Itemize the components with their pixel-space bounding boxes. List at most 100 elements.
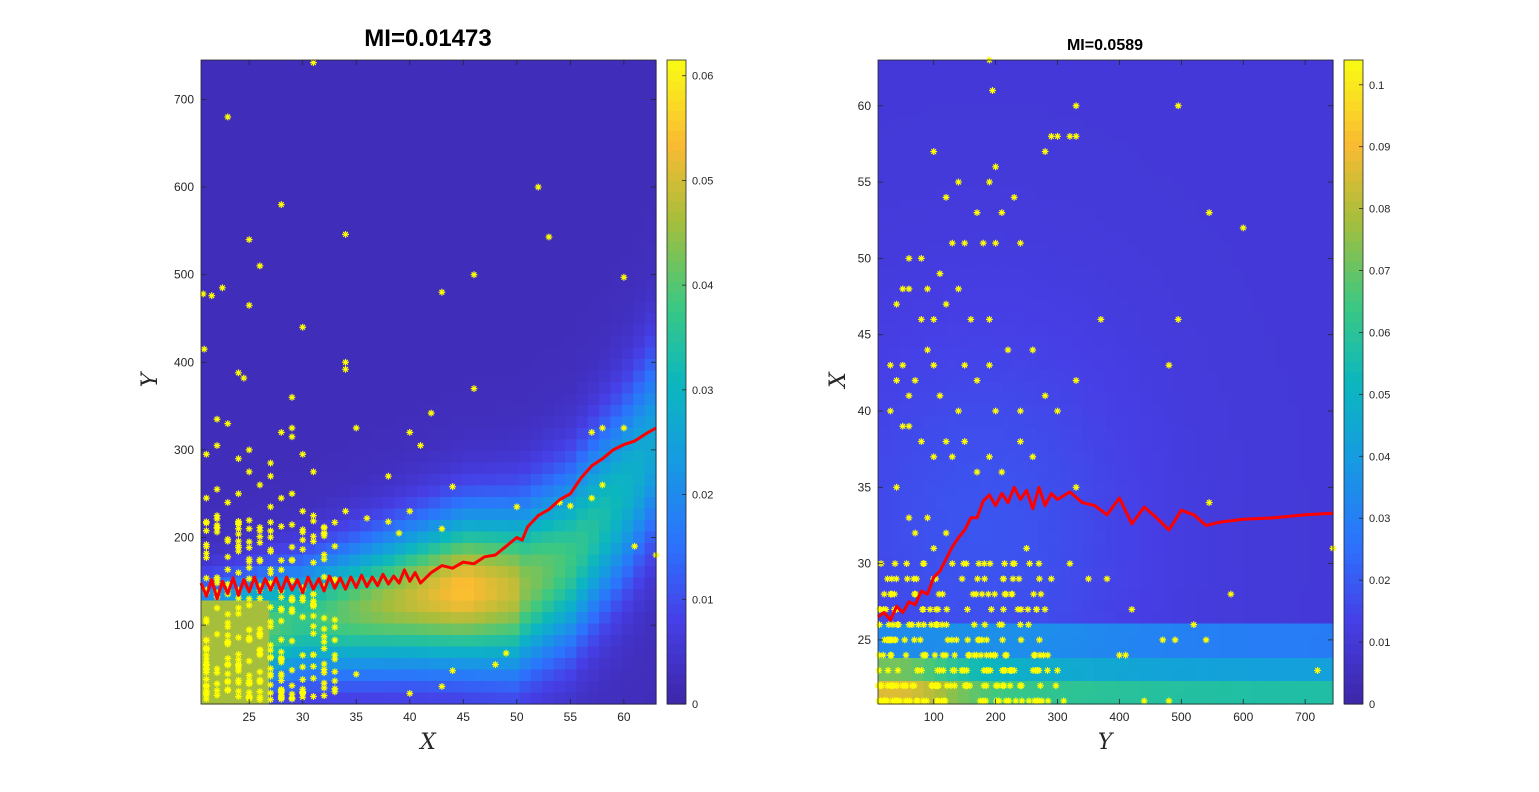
heatmap-cell xyxy=(1082,474,1095,487)
heatmap-cell xyxy=(451,175,464,188)
heatmap-cell xyxy=(1128,508,1141,521)
heatmap-cell xyxy=(587,71,600,84)
heatmap-cell xyxy=(1230,474,1243,487)
heatmap-cell xyxy=(1276,336,1289,349)
heatmap-cell xyxy=(923,405,936,418)
heatmap-cell xyxy=(417,290,430,303)
heatmap-cell xyxy=(223,163,236,176)
heatmap-cell xyxy=(542,106,555,119)
heatmap-cell xyxy=(553,313,566,326)
heatmap-cell xyxy=(223,290,236,303)
heatmap-cell xyxy=(1196,255,1209,268)
heatmap-cell xyxy=(878,474,890,487)
heatmap-cell xyxy=(900,543,913,556)
heatmap-cell xyxy=(269,359,282,372)
heatmap-cell xyxy=(934,140,947,153)
scatter-point xyxy=(310,537,317,545)
heatmap-cell xyxy=(610,589,623,602)
heatmap-cell xyxy=(900,175,913,188)
heatmap-cell xyxy=(348,658,361,671)
heatmap-cell xyxy=(1025,290,1038,303)
heatmap-cell xyxy=(542,186,555,199)
colorbar-segment xyxy=(667,392,686,403)
heatmap-cell xyxy=(451,416,464,429)
heatmap-cell xyxy=(303,267,316,280)
heatmap-cell xyxy=(542,405,555,418)
heatmap-cell xyxy=(553,428,566,441)
heatmap-cell xyxy=(912,278,925,291)
heatmap-cell xyxy=(235,635,248,648)
scatter-point xyxy=(235,530,242,538)
heatmap-cell xyxy=(303,301,316,314)
heatmap-cell xyxy=(1128,117,1141,130)
heatmap-cell xyxy=(1264,186,1277,199)
heatmap-cell xyxy=(991,175,1004,188)
colorbar-segment xyxy=(667,371,686,383)
heatmap-cell xyxy=(428,198,441,211)
heatmap-cell xyxy=(303,416,316,429)
heatmap-cell xyxy=(934,186,947,199)
colorbar-tick-label: 0.05 xyxy=(692,175,713,187)
heatmap-cell xyxy=(519,589,532,602)
scatter-point xyxy=(320,625,328,633)
heatmap-cell xyxy=(1321,140,1334,153)
heatmap-cell xyxy=(1116,589,1129,602)
heatmap-cell xyxy=(292,405,304,418)
heatmap-cell xyxy=(257,71,270,84)
scatter-point xyxy=(245,564,253,572)
heatmap-cell xyxy=(212,278,225,291)
heatmap-cell xyxy=(439,175,452,188)
heatmap-cell xyxy=(1310,209,1323,222)
heatmap-cell xyxy=(371,94,384,107)
heatmap-cell xyxy=(1037,520,1050,533)
scatter-point xyxy=(202,494,210,502)
heatmap-cell xyxy=(957,117,970,130)
heatmap-cell xyxy=(934,301,947,314)
heatmap-cell xyxy=(1162,635,1175,648)
heatmap-cell xyxy=(1230,520,1243,533)
heatmap-cell xyxy=(451,485,464,498)
heatmap-cell xyxy=(923,543,936,556)
heatmap-cell xyxy=(1185,278,1198,291)
heatmap-cell xyxy=(1128,106,1141,119)
heatmap-cell xyxy=(1230,669,1243,682)
heatmap-cell xyxy=(508,278,521,291)
heatmap-cell xyxy=(1003,324,1016,337)
heatmap-cell xyxy=(280,531,293,544)
heatmap-cell xyxy=(223,198,236,211)
heatmap-cell xyxy=(599,71,612,84)
heatmap-cell xyxy=(889,658,902,671)
heatmap-cell xyxy=(303,543,316,556)
heatmap-cell xyxy=(1025,635,1038,648)
heatmap-cell xyxy=(1025,209,1038,222)
heatmap-cell xyxy=(371,428,384,441)
heatmap-cell xyxy=(1207,589,1220,602)
heatmap-cell xyxy=(1253,186,1266,199)
scatter-point xyxy=(224,499,232,506)
heatmap-cell xyxy=(878,370,890,383)
heatmap-cell xyxy=(878,577,890,590)
heatmap-cell xyxy=(292,324,304,337)
heatmap-cell xyxy=(1071,152,1084,165)
heatmap-cell xyxy=(360,554,373,567)
scatter-point xyxy=(492,661,499,668)
scatter-point xyxy=(352,670,360,678)
heatmap-cell xyxy=(326,198,339,211)
heatmap-cell xyxy=(1196,462,1209,475)
heatmap-cell xyxy=(394,485,407,498)
heatmap-cell xyxy=(496,520,509,533)
heatmap-cell xyxy=(1276,600,1289,613)
heatmap-cell xyxy=(1219,393,1232,406)
heatmap-cell xyxy=(337,428,350,441)
heatmap-cell xyxy=(969,416,981,429)
heatmap-cell xyxy=(946,405,959,418)
heatmap-cell xyxy=(1242,290,1254,303)
heatmap-cell xyxy=(644,543,657,556)
heatmap-cell xyxy=(314,198,327,211)
heatmap-cell xyxy=(599,566,612,579)
heatmap-cell xyxy=(280,416,293,429)
scatter-point xyxy=(277,636,285,644)
heatmap-cell xyxy=(1060,485,1072,498)
heatmap-cell xyxy=(1230,267,1243,280)
heatmap-cell xyxy=(235,439,248,452)
